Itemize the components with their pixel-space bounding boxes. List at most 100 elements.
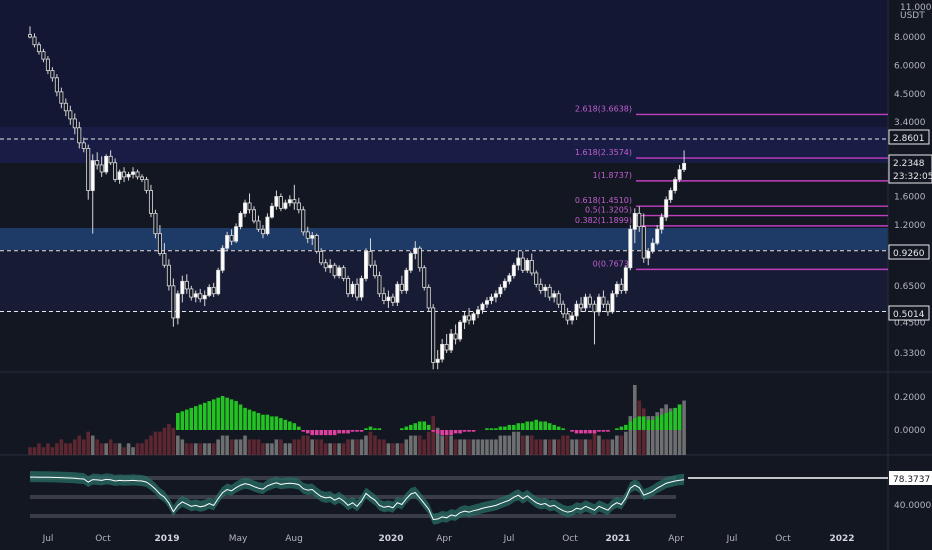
macd-bar [512,424,516,430]
macd-bar [659,414,664,430]
macd-bar [619,426,624,430]
candle-body [552,293,557,298]
candle-body [516,257,521,266]
volume-bar [570,439,574,455]
volume-bar [332,443,337,455]
volume-bar [413,435,418,455]
candle-body [72,118,77,129]
volume-bar [301,435,306,455]
macd-bar [521,423,525,430]
candle-body [543,286,548,291]
macd-bar [574,430,579,434]
macd-bar [503,426,507,430]
macd-bar [377,428,382,430]
candle-body [59,91,64,104]
candle-body [390,296,395,303]
volume-bar [547,439,552,455]
macd-bar [668,411,673,430]
volume-bar [628,416,633,455]
candle-body [144,179,149,191]
candle-body [135,171,140,178]
macd-bar [637,416,642,430]
volume-bar [350,439,355,455]
horizontal-levels [0,138,888,313]
fib-label: 0.5(1.3205) [585,206,632,215]
candle-body [229,235,234,242]
macd-bar [225,397,229,430]
macd-bar [615,428,619,430]
macd-bar [606,430,610,432]
macd-bar [547,423,552,430]
candle-body [202,295,207,300]
volume-bar [556,439,561,455]
fib-label: 0.618(1.4510) [575,196,632,205]
candle-body [337,267,342,277]
volume-bar [323,443,328,455]
price-tick: 0.6500 [894,282,926,292]
volume-bar [391,443,395,455]
candle-body [265,216,270,235]
price-tick: 0.3300 [894,349,926,359]
macd-bar [664,413,668,430]
fib-label: 0.382(1.1899) [575,216,632,225]
macd-bar [552,424,556,430]
volume-bar [395,443,400,455]
volume-bar [198,443,203,455]
volume-bar [158,431,162,455]
candle-body [198,293,203,300]
candle-body [328,264,333,269]
volume-bar [404,439,409,455]
macd-bar [319,430,323,436]
volume-bar [476,439,480,455]
rsi-band [30,514,676,518]
time-axis-label: May [229,534,248,544]
candle-body [655,228,660,244]
candle-body [86,148,91,191]
candle-body [113,162,118,180]
volume-bar [122,447,126,455]
macd-bar [252,411,256,430]
price-tick: 3.4000 [894,118,926,128]
candle-body [90,160,95,191]
macd-bar [373,428,377,430]
candle-body [292,199,297,204]
macd-tick-0.2: 0.2000 [894,393,926,403]
macd-bar [641,416,646,430]
candle-body [467,315,472,321]
macd-bar [350,430,355,432]
candle-body [668,190,673,201]
macd-bar [337,430,341,434]
volume-bar [37,443,41,455]
volume-bar [462,439,467,455]
volume-bar [521,435,525,455]
macd-bar [646,419,651,430]
candle-body [525,259,530,271]
volume-bar [140,443,144,455]
time-axis-label: 2022 [829,534,854,544]
volume-bar [247,439,252,455]
price-tick: 8.0000 [894,33,926,43]
macd-bar [409,424,413,430]
macd-bar [207,401,211,430]
volume-bar [426,431,431,455]
volume-bar [355,439,359,455]
candle-body [260,228,265,235]
macd-bar [538,421,543,430]
macd-bar [185,409,189,430]
candle-body [646,250,651,259]
candle-body [32,36,37,46]
volume-bar [565,435,570,455]
macd-bar [592,430,597,434]
volume-bar [337,443,341,455]
support-zone-dark [0,250,888,312]
volume-bar [435,427,440,455]
macd-bar [579,430,583,434]
candle-body [538,283,543,291]
macd-bar [247,409,252,430]
volume-bar [538,439,543,455]
fibonacci-levels: 2.618(3.6638) 1.618(2.3574) 1(1.8737) 0.618… [575,104,888,271]
candle-body [50,70,55,79]
volume-bar [216,439,220,455]
macd-bar [525,421,530,430]
